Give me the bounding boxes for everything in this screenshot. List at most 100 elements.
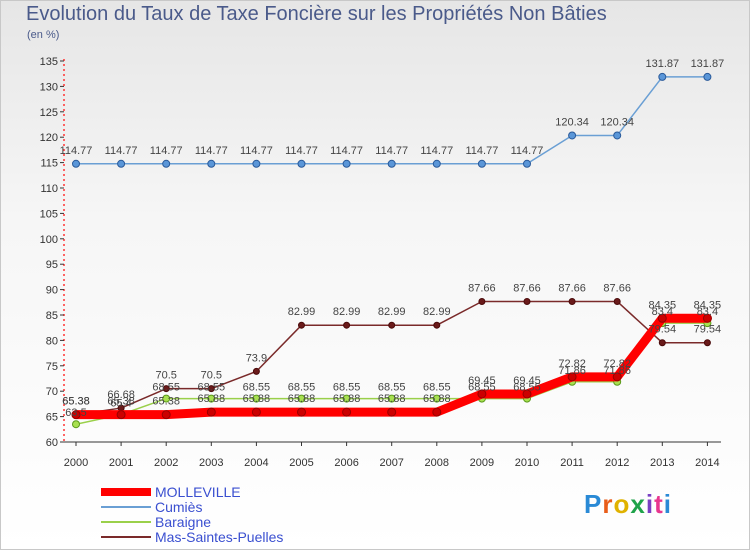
cumies-point [72,159,80,168]
y-tick-label: 75 [46,361,58,373]
molleville-point [116,410,126,420]
mas-saintes-puelles-point [252,367,260,375]
mas-saintes-puelles-data-label: 73.9 [246,352,267,364]
cumies-point [252,159,261,168]
cumies-point [162,159,171,168]
mas-saintes-puelles-point [613,297,621,305]
x-tick-label: 2011 [560,457,584,469]
cumies-data-label: 114.77 [150,145,183,157]
legend-swatch [101,488,151,496]
molleville-point [612,372,622,382]
molleville-data-label: 65.38 [107,396,135,408]
mas-saintes-puelles-data-label: 82.99 [423,306,451,318]
mas-saintes-puelles-data-label: 82.99 [378,306,406,318]
baraigne-data-label: 63.5 [65,407,86,419]
molleville-data-label: 72.82 [558,358,586,370]
unit-label: (en %) [27,29,60,41]
mas-saintes-puelles-data-label: 70.5 [155,370,176,382]
y-tick-label: 80 [46,335,58,347]
chart-title: Evolution du Taux de Taxe Foncière sur l… [26,3,607,25]
molleville-point [522,389,532,399]
molleville-point [206,407,216,417]
x-tick-label: 2001 [109,457,133,469]
mas-saintes-puelles-point [478,297,486,305]
proxiti-logo: Proxiti [584,489,672,520]
y-tick-label: 130 [40,81,58,93]
molleville-data-label: 84.35 [694,299,722,311]
molleville-data-label: 65.38 [152,396,180,408]
mas-saintes-puelles-data-label: 82.99 [333,306,361,318]
cumies-data-label: 114.77 [240,145,273,157]
y-tick-label: 135 [40,56,58,68]
x-tick-label: 2012 [605,457,629,469]
x-tick-label: 2006 [334,457,358,469]
legend-label: Baraigne [155,514,212,530]
logo-letter: i [645,489,655,519]
mas-saintes-puelles-point [433,321,441,329]
baraigne-data-label: 65.4 [110,398,131,410]
y-tick-label: 105 [40,208,58,220]
x-tick-label: 2013 [650,457,674,469]
molleville-data-label: 65.88 [288,393,316,405]
molleville-data-label: 65.88 [243,393,271,405]
molleville-point [297,407,306,417]
x-tick-label: 2002 [154,457,178,469]
molleville-data-label: 65.88 [378,393,406,405]
x-tick-label: 2005 [289,457,313,469]
baraigne-data-label: 68.55 [333,382,361,394]
logo-letter: x [630,489,646,519]
molleville-data-label: 69.45 [513,375,541,387]
logo-letter: i [663,489,672,519]
cumies-data-label: 114.77 [420,145,453,157]
legend-swatch [101,536,151,538]
x-tick-label: 2007 [379,457,403,469]
legend-label: Cumiès [155,499,203,515]
baraigne-data-label: 68.55 [378,382,406,394]
baraigne-point [207,394,216,403]
x-tick-label: 2009 [470,457,494,469]
mas-saintes-puelles-data-label: 87.66 [513,282,541,294]
mas-saintes-puelles-point [658,339,666,347]
baraigne-data-label: 71.86 [603,365,631,377]
mas-saintes-puelles-data-label: 79.54 [649,324,677,336]
cumies-point [297,159,306,168]
cumies-point [658,72,667,81]
cumies-data-label: 114.77 [195,145,228,157]
cumies-point [613,131,622,140]
baraigne-point [432,394,441,403]
molleville-data-label: 65.88 [423,393,451,405]
cumies-data-label: 114.77 [60,145,93,157]
mas-saintes-puelles-data-label: 70.5 [201,370,222,382]
mas-saintes-puelles-point [207,385,215,393]
cumies-data-label: 114.77 [465,145,498,157]
cumies-point [432,159,441,168]
y-tick-label: 115 [40,158,58,170]
baraigne-point [162,394,171,403]
y-tick-label: 60 [46,437,58,449]
baraigne-point [297,394,306,403]
baraigne-point [387,394,396,403]
x-tick-label: 2004 [244,457,268,469]
cumies-point [523,159,531,168]
cumies-data-label: 131.87 [691,58,725,70]
molleville-point [251,407,261,417]
mas-saintes-puelles-data-label: 79.54 [694,324,722,336]
cumies-data-label: 120.34 [555,116,589,128]
x-tick-label: 2000 [64,457,88,469]
molleville-point [387,407,397,417]
baraigne-data-label: 68.55 [423,382,451,394]
mas-saintes-puelles-point [703,339,711,347]
y-tick-label: 95 [46,259,58,271]
cumies-point [387,159,396,168]
cumies-point [117,159,126,168]
legend-label: Mas-Saintes-Puelles [155,529,284,545]
molleville-point [657,313,667,323]
mas-saintes-puelles-data-label: 65.38 [62,396,90,408]
cumies-data-label: 114.77 [285,145,318,157]
baraigne-point [72,420,80,429]
y-tick-label: 70 [46,386,58,398]
molleville-data-label: 69.45 [468,375,496,387]
baraigne-point [252,394,261,403]
baraigne-data-label: 83.4 [652,306,673,318]
